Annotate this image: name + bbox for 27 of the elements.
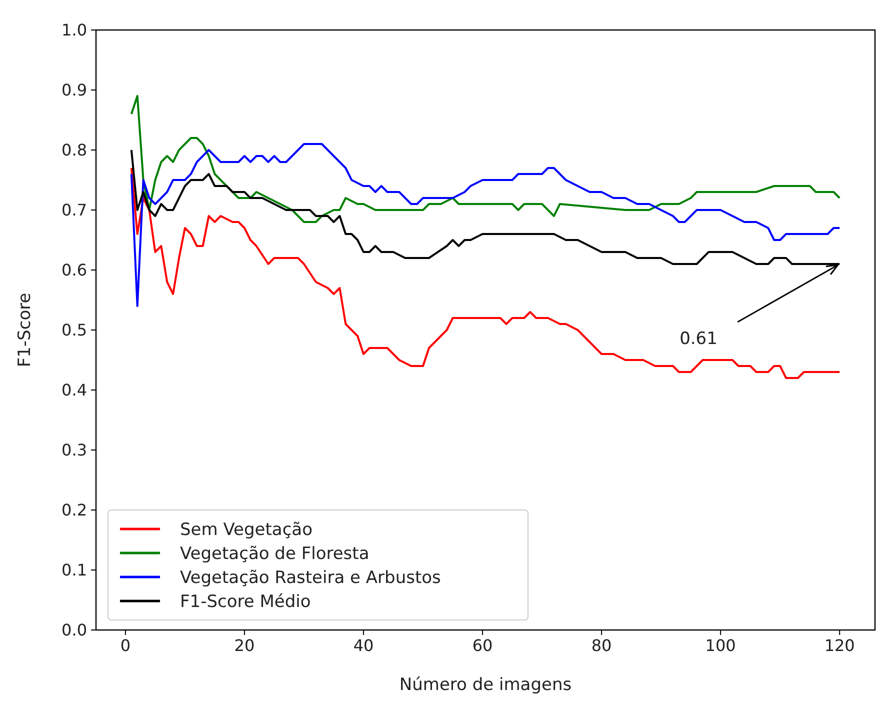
line-series	[130, 167, 841, 379]
y-tick-label: 0.2	[62, 500, 87, 520]
y-tick-label: 0.9	[62, 80, 87, 100]
legend-label: Vegetação de Floresta	[180, 544, 370, 564]
x-tick-label: 60	[472, 636, 493, 655]
x-axis-title: Número de imagens	[399, 675, 572, 695]
x-tick-label: 40	[353, 636, 374, 655]
x-tick-label: 20	[234, 636, 255, 655]
annotation: 0.61	[680, 329, 718, 349]
legend-label: F1-Score Médio	[180, 592, 311, 612]
y-tick-label: 0.7	[62, 200, 87, 220]
y-axis-title: F1-Score	[15, 292, 35, 368]
y-tick-label: 0.3	[62, 440, 87, 460]
y-tick-label: 0.0	[62, 620, 87, 640]
x-tick-label: 120	[824, 636, 855, 655]
y-tick-label: 0.6	[62, 260, 87, 280]
x-tick-label: 80	[591, 636, 612, 655]
y-tick-label: 0.4	[62, 380, 87, 400]
y-tick-label: 1.0	[62, 20, 87, 40]
y-tick-label: 0.8	[62, 140, 87, 160]
y-tick-label: 0.1	[62, 560, 87, 580]
x-tick-label: 100	[705, 636, 736, 655]
legend-label: Sem Vegetação	[180, 520, 312, 540]
line-series	[130, 95, 841, 223]
x-tick-label: 0	[120, 636, 131, 655]
y-tick-label: 0.5	[62, 320, 87, 340]
legend-label: Vegetação Rasteira e Arbustos	[180, 568, 442, 588]
